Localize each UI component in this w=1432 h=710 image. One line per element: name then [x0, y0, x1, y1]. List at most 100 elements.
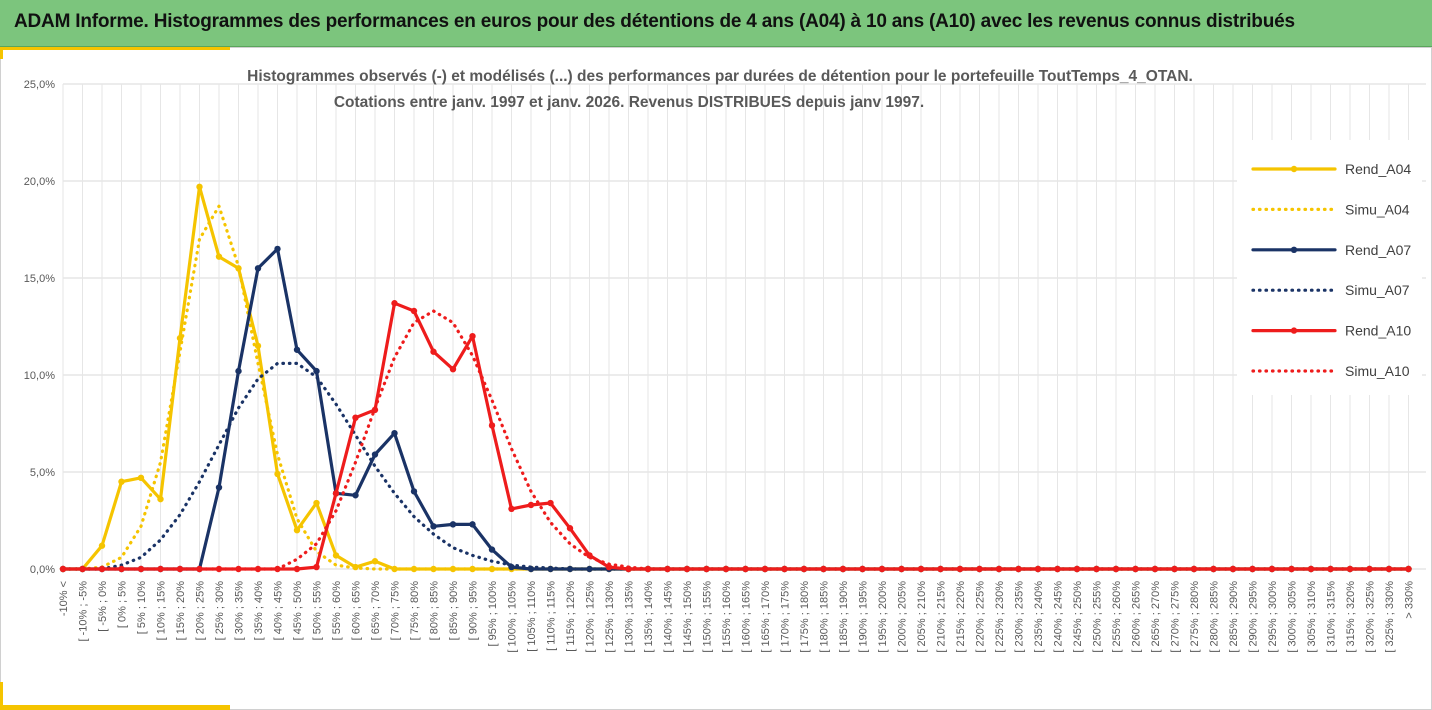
- x-tick-label: [ 75% ; 80%: [409, 581, 421, 641]
- data-point: [215, 484, 223, 491]
- y-tick-label: 10,0%: [24, 370, 55, 382]
- accent-bar-bottom: [0, 705, 230, 710]
- data-point: [449, 521, 457, 528]
- x-tick-label: [ 10% ; 15%: [156, 581, 168, 641]
- x-tick-label: [ 45% ; 50%: [292, 581, 304, 641]
- accent-bar-top: [0, 47, 230, 50]
- data-point: [371, 558, 379, 565]
- x-tick-label: [ 160% ; 165%: [741, 581, 753, 653]
- data-point: [313, 367, 320, 375]
- series-line-simu-a10: [61, 309, 1411, 571]
- x-tick-label: [ 150% ; 155%: [702, 581, 714, 653]
- x-tick-label: [ 115% ; 120%: [565, 581, 577, 652]
- chart-title-line2: Cotations entre janv. 1997 et janv. 2026…: [334, 94, 924, 111]
- data-point: [527, 501, 535, 509]
- y-tick-label: 15,0%: [24, 273, 55, 285]
- x-tick-label: [ 35% ; 40%: [253, 581, 265, 641]
- x-tick-label: [ 285% ; 290%: [1228, 581, 1240, 653]
- x-tick-label: [ 225% ; 230%: [994, 581, 1006, 653]
- data-point: [313, 563, 320, 571]
- data-point: [293, 346, 301, 353]
- x-tick-label: [ 265% ; 270%: [1150, 581, 1162, 653]
- data-point: [352, 492, 359, 499]
- data-point: [254, 265, 262, 272]
- x-tick-label: [ 245% ; 250%: [1072, 581, 1084, 653]
- data-point: [293, 565, 301, 573]
- legend-label: Rend_A10: [1345, 323, 1411, 339]
- y-tick-label: 20,0%: [24, 176, 55, 188]
- data-point: [98, 542, 106, 549]
- y-tick-label: 5,0%: [30, 467, 55, 479]
- data-point: [488, 422, 496, 429]
- x-tick-label: [ 180% ; 185%: [819, 581, 831, 653]
- x-tick-label: [ 70% ; 75%: [390, 581, 402, 641]
- data-point: [410, 307, 418, 315]
- legend: Rend_A04 Simu_A04 Rend_A07 Simu_A07 Rend_A10…: [1237, 140, 1422, 395]
- data-point: [293, 527, 301, 534]
- x-tick-label: [ 20% ; 25%: [195, 581, 207, 641]
- x-tick-label: [ 60% ; 65%: [351, 581, 363, 641]
- x-tick-label: > 330%: [1404, 581, 1416, 619]
- data-point: [274, 470, 281, 478]
- legend-label: Simu_A07: [1345, 282, 1410, 298]
- legend-label: Simu_A10: [1345, 363, 1410, 379]
- data-point: [196, 183, 203, 191]
- x-tick-label: [ 310% ; 315%: [1326, 581, 1338, 653]
- x-tick-label: [ 155% ; 160%: [721, 581, 733, 653]
- x-tick-label: [ 135% ; 140%: [643, 581, 655, 653]
- x-tick-label: [ 80% ; 85%: [429, 581, 441, 641]
- data-point: [430, 523, 437, 530]
- x-tick-label: [ 5% ; 10%: [136, 581, 148, 634]
- x-tick-label: [ 325% ; 330%: [1384, 581, 1396, 653]
- chart-title-line1: Histogrammes observés (-) et modélisés (…: [247, 68, 1193, 85]
- x-tick-label: [ 270% ; 275%: [1170, 581, 1182, 653]
- x-tick-label: -10% <: [58, 581, 70, 616]
- data-point: [254, 342, 262, 350]
- x-axis-ticks: -10% < [ -10% ; -5% [ -5% ; 0% [ 0% ; 5% [ 5…: [58, 581, 1416, 653]
- x-tick-label: [ 165% ; 170%: [760, 581, 772, 653]
- data-point: [508, 505, 515, 513]
- x-tick-label: [ 260% ; 265%: [1131, 581, 1143, 653]
- x-tick-label: [ 220% ; 225%: [975, 581, 987, 653]
- x-tick-label: [ 215% ; 220%: [955, 581, 967, 653]
- series-line-rend-a07: [61, 247, 1411, 571]
- x-tick-label: [ 15% ; 20%: [175, 581, 187, 641]
- x-tick-label: [ 125% ; 130%: [604, 581, 616, 653]
- x-tick-label: [ 255% ; 260%: [1111, 581, 1123, 653]
- x-tick-label: [ 55% ; 60%: [331, 581, 343, 641]
- x-tick-label: [ 315% ; 320%: [1345, 581, 1357, 653]
- x-tick-label: [ 175% ; 180%: [799, 581, 811, 653]
- data-point: [391, 430, 398, 437]
- x-tick-label: [ 240% ; 245%: [1053, 581, 1065, 653]
- x-tick-label: [ 110% ; 115%: [546, 581, 558, 651]
- x-tick-label: [ 185% ; 190%: [838, 581, 850, 653]
- data-point: [235, 367, 242, 375]
- y-axis-ticks: 0,0% 5,0% 10,0% 15,0% 20,0% 25,0%: [24, 79, 55, 576]
- y-tick-label: 25,0%: [24, 79, 55, 91]
- x-tick-label: [ 290% ; 295%: [1248, 581, 1260, 653]
- x-tick-label: [ 320% ; 325%: [1365, 581, 1377, 653]
- x-tick-label: [ 170% ; 175%: [780, 581, 792, 653]
- x-tick-label: [ 230% ; 235%: [1014, 581, 1026, 653]
- x-tick-label: [ 65% ; 70%: [370, 581, 382, 641]
- data-point: [391, 300, 398, 307]
- legend-box: [1237, 140, 1422, 395]
- legend-label: Rend_A07: [1345, 242, 1411, 258]
- x-tick-label: [ 130% ; 135%: [624, 581, 636, 653]
- legend-marker: [1290, 165, 1298, 173]
- x-tick-label: [ 40% ; 45%: [273, 581, 285, 641]
- x-tick-label: [ 0% ; 5%: [117, 581, 129, 628]
- x-tick-label: [ 50% ; 55%: [312, 581, 324, 641]
- data-point: [410, 488, 418, 495]
- x-tick-label: [ -10% ; -5%: [78, 581, 90, 642]
- data-point: [469, 521, 476, 528]
- data-point: [566, 525, 574, 532]
- x-tick-label: [ 210% ; 215%: [936, 581, 948, 653]
- accent-bar-left-top: [0, 47, 3, 59]
- data-point: [449, 365, 457, 373]
- x-tick-label: [ 120% ; 125%: [585, 581, 597, 653]
- data-point: [332, 552, 340, 559]
- legend-marker: [1290, 246, 1298, 253]
- x-tick-label: [ 275% ; 280%: [1189, 581, 1201, 653]
